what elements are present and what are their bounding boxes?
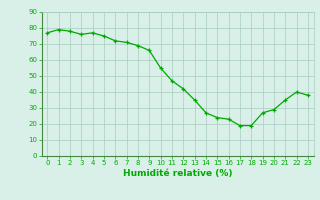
X-axis label: Humidité relative (%): Humidité relative (%) bbox=[123, 169, 232, 178]
